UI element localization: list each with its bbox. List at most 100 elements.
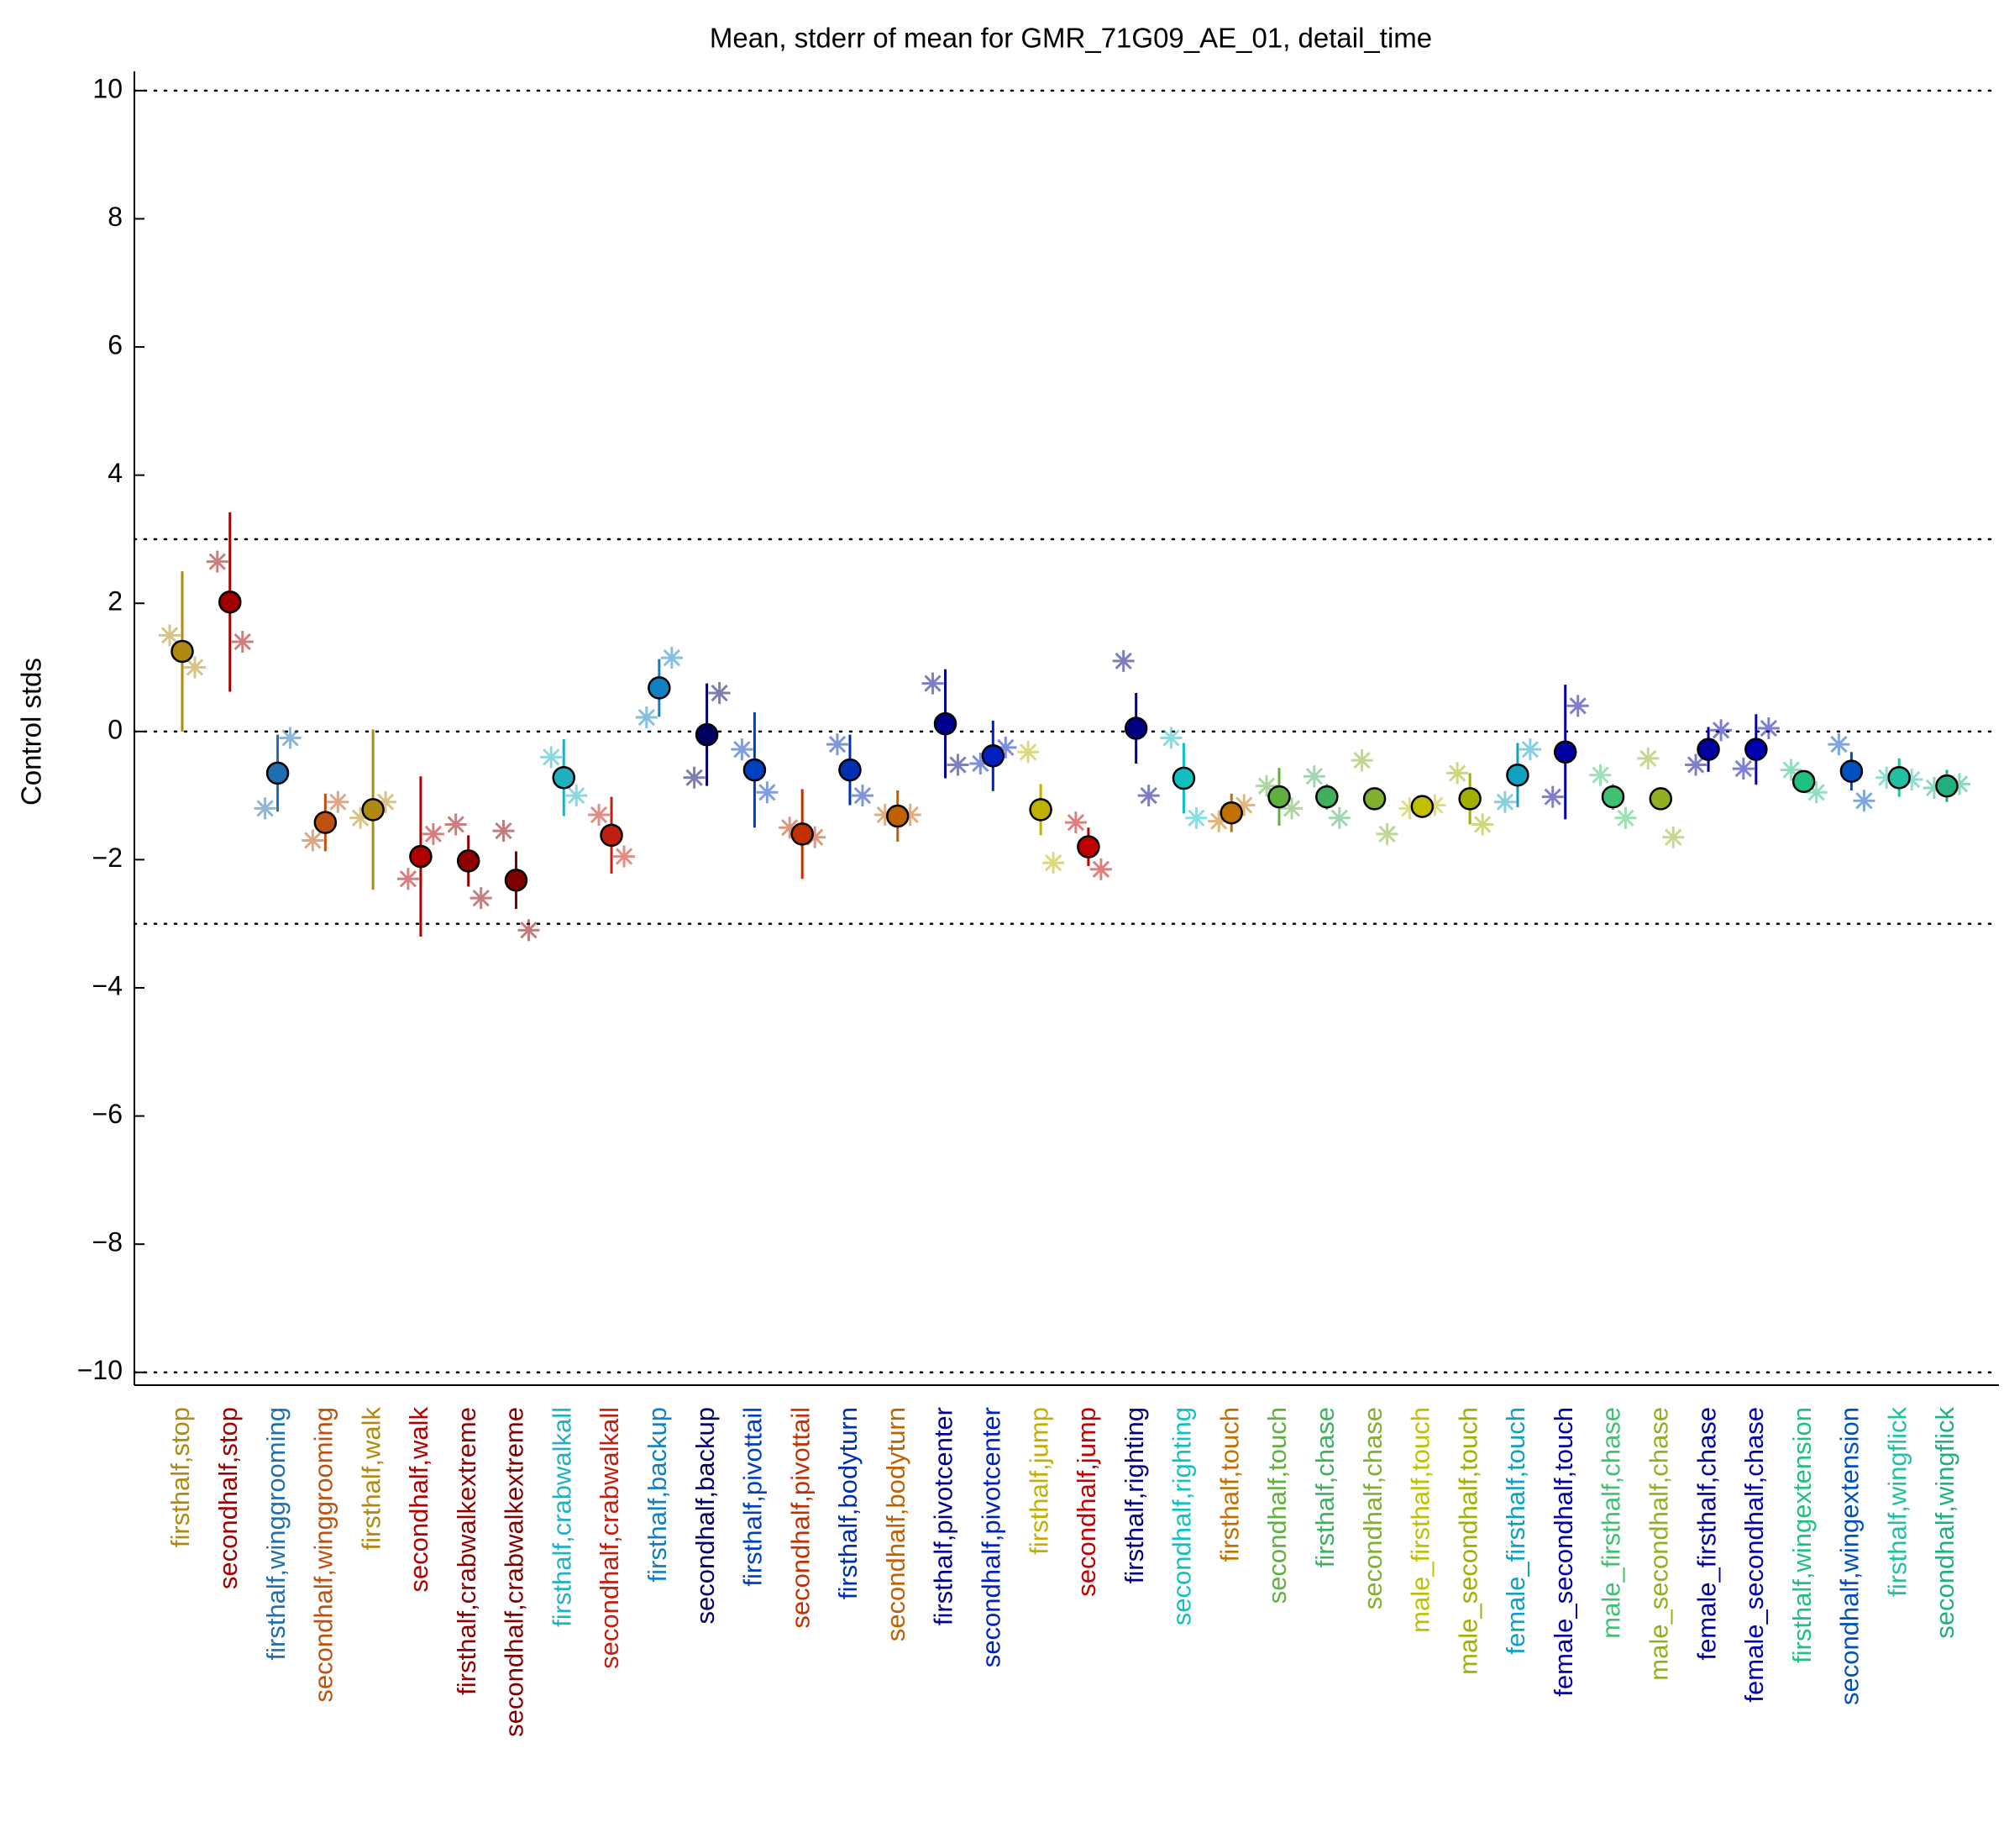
star-stroke xyxy=(1521,741,1540,759)
star-marker xyxy=(708,682,731,705)
star-stroke xyxy=(256,800,274,817)
x-tick-label: secondhalf,winggrooming xyxy=(309,1407,338,1703)
star-marker xyxy=(1042,852,1065,874)
star-marker xyxy=(1828,733,1850,756)
y-tick-label: 8 xyxy=(108,202,123,232)
x-tick-label: female_firsthalf,touch xyxy=(1501,1407,1530,1655)
star-stroke xyxy=(1617,809,1634,827)
x-tick-label: secondhalf,pivottail xyxy=(785,1407,815,1629)
star-stroke xyxy=(1044,854,1062,872)
mean-marker xyxy=(1887,765,1911,790)
star-stroke xyxy=(1305,768,1323,785)
star-stroke xyxy=(1496,793,1514,811)
star-marker xyxy=(1519,738,1541,761)
star-stroke xyxy=(828,735,847,753)
mean-marker xyxy=(1172,766,1196,790)
mean-marker xyxy=(1839,759,1864,783)
mean-marker xyxy=(361,798,385,822)
star-stroke xyxy=(1283,800,1301,817)
star-marker xyxy=(756,781,779,804)
mean-marker xyxy=(886,804,910,828)
y-tick-label: −4 xyxy=(92,970,123,1000)
star-marker xyxy=(396,868,419,890)
star-marker xyxy=(517,919,540,942)
star-marker xyxy=(1160,727,1183,749)
mean-marker xyxy=(838,758,862,782)
mean-marker xyxy=(648,676,671,700)
star-stroke xyxy=(1330,809,1348,827)
y-axis-label: Control stds xyxy=(16,658,47,806)
star-stroke xyxy=(1449,764,1466,782)
star-stroke xyxy=(1067,813,1085,832)
star-stroke xyxy=(1019,743,1037,761)
star-stroke xyxy=(853,786,872,805)
mean-marker xyxy=(1077,835,1100,858)
star-marker xyxy=(1064,811,1087,834)
star-stroke xyxy=(924,675,942,692)
star-stroke xyxy=(758,784,776,801)
star-marker xyxy=(565,785,588,807)
x-tick-label: female_firsthalf,chase xyxy=(1692,1407,1721,1661)
star-stroke xyxy=(520,921,538,939)
mean-marker xyxy=(552,765,576,790)
star-stroke xyxy=(1639,749,1657,768)
star-stroke xyxy=(447,816,464,833)
x-tick-label: secondhalf,wingflick xyxy=(1930,1407,1959,1639)
mean-marker xyxy=(218,590,242,614)
x-tick-label: firsthalf,chase xyxy=(1310,1407,1340,1567)
star-marker xyxy=(1089,858,1112,880)
star-marker xyxy=(279,727,302,749)
star-marker xyxy=(1446,762,1469,785)
mean-marker xyxy=(1458,787,1482,811)
x-tick-label: male_secondhalf,touch xyxy=(1453,1407,1482,1675)
star-marker xyxy=(851,785,873,807)
star-marker xyxy=(1328,806,1351,829)
y-tick-label: −8 xyxy=(92,1227,123,1257)
y-tick-label: −2 xyxy=(92,843,123,873)
mean-marker xyxy=(313,811,338,834)
star-marker xyxy=(231,631,254,654)
star-stroke xyxy=(1830,735,1848,753)
mean-marker xyxy=(1124,717,1148,740)
x-tick-label: secondhalf,jump xyxy=(1072,1407,1101,1597)
star-marker xyxy=(1471,813,1494,836)
mean-marker xyxy=(1744,738,1768,761)
star-stroke xyxy=(1162,729,1180,747)
x-tick-label: firsthalf,wingflick xyxy=(1882,1407,1912,1597)
star-stroke xyxy=(543,748,560,766)
mean-marker xyxy=(1029,798,1052,822)
x-tick-label: secondhalf,stop xyxy=(213,1407,243,1589)
x-tick-label: firsthalf,backup xyxy=(643,1407,672,1583)
star-marker xyxy=(1017,741,1040,764)
star-marker xyxy=(1853,790,1875,812)
mean-marker xyxy=(790,822,814,846)
star-stroke xyxy=(399,870,417,888)
mean-marker xyxy=(1553,740,1577,764)
mean-marker xyxy=(170,639,194,664)
star-marker xyxy=(1710,719,1733,742)
star-stroke xyxy=(1569,697,1587,715)
star-marker xyxy=(1185,806,1208,829)
star-stroke xyxy=(1712,722,1730,739)
x-tick-label: male_firsthalf,chase xyxy=(1597,1407,1626,1639)
x-tick-label: firsthalf,jump xyxy=(1024,1407,1053,1555)
star-marker xyxy=(1637,747,1660,769)
star-marker xyxy=(1376,822,1398,845)
star-stroke xyxy=(472,890,490,907)
star-stroke xyxy=(1115,652,1132,670)
star-stroke xyxy=(615,848,633,865)
star-marker xyxy=(1303,765,1325,788)
mean-marker xyxy=(1362,787,1387,811)
x-tick-label: secondhalf,backup xyxy=(690,1407,720,1625)
x-tick-label: firsthalf,bodyturn xyxy=(833,1407,863,1599)
x-tick-label: firsthalf,pivottail xyxy=(738,1407,768,1587)
x-tick-label: secondhalf,crabwalkextreme xyxy=(500,1407,529,1737)
mean-marker xyxy=(1791,769,1816,794)
star-marker xyxy=(184,656,206,679)
star-marker xyxy=(444,813,467,836)
y-tick-label: 2 xyxy=(108,586,123,617)
x-tick-label: secondhalf,bodyturn xyxy=(881,1407,910,1641)
star-marker xyxy=(1493,790,1516,813)
star-stroke xyxy=(781,819,799,837)
star-marker xyxy=(683,766,706,789)
